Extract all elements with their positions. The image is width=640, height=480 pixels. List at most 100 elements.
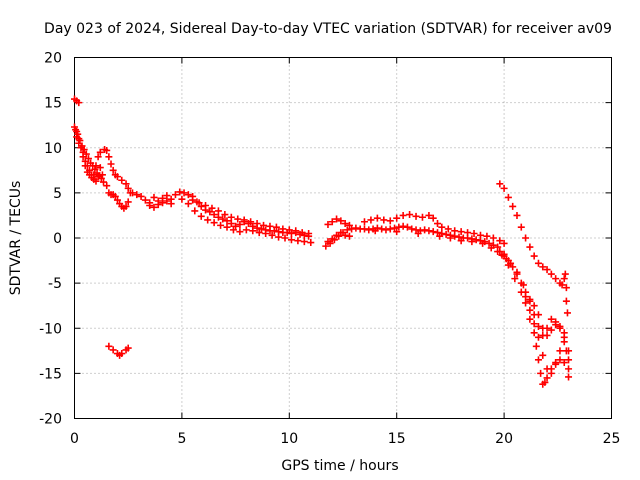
data-point bbox=[539, 351, 547, 359]
series-late-drop-b bbox=[500, 250, 573, 364]
data-point bbox=[287, 229, 295, 237]
data-point bbox=[184, 191, 192, 199]
data-point bbox=[526, 306, 534, 314]
data-point bbox=[113, 196, 121, 204]
data-point bbox=[479, 239, 487, 247]
data-point bbox=[103, 146, 111, 154]
data-point bbox=[262, 229, 270, 237]
data-point bbox=[468, 238, 476, 246]
data-point bbox=[517, 223, 525, 231]
x-tick-label: 20 bbox=[495, 431, 513, 447]
data-point bbox=[98, 171, 106, 179]
data-point bbox=[470, 229, 478, 237]
data-point bbox=[496, 248, 504, 256]
data-point bbox=[266, 222, 274, 230]
data-point bbox=[159, 199, 167, 207]
data-point bbox=[249, 227, 257, 235]
data-point bbox=[275, 233, 283, 241]
data-point bbox=[547, 365, 555, 373]
data-point bbox=[560, 359, 568, 367]
data-point bbox=[171, 191, 179, 199]
data-point bbox=[476, 231, 484, 239]
data-point bbox=[80, 146, 88, 154]
data-point bbox=[178, 195, 186, 203]
data-point bbox=[229, 226, 237, 234]
data-point bbox=[337, 217, 345, 225]
data-point bbox=[483, 232, 491, 240]
y-tick-label: -20 bbox=[39, 412, 62, 428]
data-point bbox=[204, 216, 212, 224]
data-point bbox=[103, 182, 111, 190]
data-point bbox=[526, 315, 534, 323]
data-point bbox=[522, 288, 530, 296]
data-point bbox=[547, 315, 555, 323]
data-point bbox=[343, 226, 351, 234]
data-point bbox=[184, 200, 192, 208]
data-point bbox=[457, 228, 465, 236]
data-point bbox=[242, 226, 250, 234]
data-point bbox=[272, 223, 280, 231]
data-point bbox=[446, 234, 454, 242]
data-point bbox=[88, 171, 96, 179]
data-point bbox=[328, 218, 336, 226]
y-tick-label: -15 bbox=[39, 366, 62, 382]
data-point bbox=[434, 229, 442, 237]
data-point bbox=[128, 189, 136, 197]
data-point bbox=[333, 231, 341, 239]
data-point bbox=[333, 215, 341, 223]
data-point bbox=[214, 207, 222, 215]
data-point bbox=[539, 263, 547, 271]
data-point bbox=[124, 184, 132, 192]
data-point bbox=[534, 311, 542, 319]
data-point bbox=[281, 234, 289, 242]
data-point bbox=[287, 236, 295, 244]
data-point bbox=[255, 229, 263, 237]
data-point bbox=[371, 227, 379, 235]
y-tick-label: 15 bbox=[44, 96, 62, 112]
data-point bbox=[124, 344, 132, 352]
data-point bbox=[236, 228, 244, 236]
data-point bbox=[406, 211, 414, 219]
data-point bbox=[223, 223, 231, 231]
data-point bbox=[86, 166, 94, 174]
data-point bbox=[92, 177, 100, 185]
data-point bbox=[360, 218, 368, 226]
data-point bbox=[556, 356, 564, 364]
data-point bbox=[556, 347, 564, 355]
series-late-upper bbox=[496, 180, 571, 317]
data-point bbox=[496, 180, 504, 188]
data-point bbox=[472, 236, 480, 244]
data-point bbox=[227, 220, 235, 228]
y-tick-label: 20 bbox=[44, 51, 62, 67]
data-point bbox=[146, 202, 154, 210]
data-point bbox=[324, 238, 332, 246]
x-tick-labels: 0 5 10 15 20 25 bbox=[70, 431, 620, 447]
data-point bbox=[341, 231, 349, 239]
series-late-drop-c bbox=[504, 261, 568, 388]
x-tick-label: 15 bbox=[388, 431, 406, 447]
data-point bbox=[167, 200, 175, 208]
data-point bbox=[219, 215, 227, 223]
data-point bbox=[137, 192, 145, 200]
data-point bbox=[105, 342, 113, 350]
data-point bbox=[562, 297, 570, 305]
data-point bbox=[82, 150, 90, 158]
data-point bbox=[395, 223, 403, 231]
data-point bbox=[565, 347, 573, 355]
x-axis-label: GPS time / hours bbox=[281, 458, 398, 474]
data-point bbox=[75, 99, 83, 107]
data-point bbox=[530, 329, 538, 337]
data-point bbox=[72, 126, 80, 134]
data-point bbox=[124, 198, 132, 206]
data-point bbox=[109, 166, 117, 174]
data-point bbox=[257, 225, 265, 233]
y-tick-label: -10 bbox=[39, 321, 62, 337]
data-point bbox=[107, 160, 115, 168]
data-point bbox=[150, 193, 158, 201]
data-point bbox=[195, 199, 203, 207]
data-point bbox=[305, 229, 313, 237]
series-track-c bbox=[72, 126, 107, 186]
data-point bbox=[214, 213, 222, 221]
data-point bbox=[176, 188, 184, 196]
data-point bbox=[558, 281, 566, 289]
